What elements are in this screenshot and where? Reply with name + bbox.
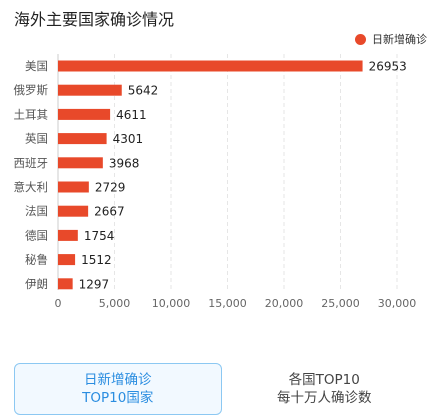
data-label: 2729: [95, 181, 126, 195]
data-label: 1297: [79, 277, 110, 291]
tab-per-100k-line2: 每十万人确诊数: [277, 390, 372, 406]
x-tick-label: 20,000: [265, 297, 304, 310]
tab-daily-new-top10[interactable]: 日新增确诊 TOP10国家: [14, 363, 222, 415]
chart-tabs: 日新增确诊 TOP10国家 各国TOP10 每十万人确诊数: [14, 363, 427, 415]
tab-per-100k-line1: 各国TOP10: [288, 372, 360, 388]
tab-per-100k-top10[interactable]: 各国TOP10 每十万人确诊数: [222, 363, 428, 415]
category-label: 英国: [25, 132, 48, 146]
tab-daily-new-line1: 日新增确诊: [84, 372, 152, 388]
x-tick-label: 25,000: [321, 297, 360, 310]
tab-daily-new-line2: TOP10国家: [82, 390, 154, 406]
legend-swatch: [355, 33, 366, 45]
data-label: 1512: [81, 253, 112, 267]
bar: [58, 108, 111, 120]
category-label: 法国: [25, 204, 48, 218]
chart-legend[interactable]: 日新增确诊: [355, 31, 427, 47]
data-label: 26953: [369, 60, 407, 74]
x-tick-label: 15,000: [208, 297, 247, 310]
x-tick-label: 0: [55, 297, 62, 310]
bar-chart: 0 5,000 10,000 15,000 20,000 25,000 30,000 美国 26…: [14, 54, 417, 310]
bar: [58, 157, 103, 169]
bar: [58, 60, 363, 72]
bar: [58, 229, 78, 241]
data-label: 4611: [116, 108, 147, 122]
category-label: 伊朗: [25, 277, 48, 291]
bar: [58, 278, 73, 290]
category-label: 土耳其: [14, 107, 49, 121]
bar: [58, 181, 89, 193]
data-label: 1754: [84, 229, 115, 243]
legend-label: 日新增确诊: [372, 33, 427, 46]
x-tick-label: 10,000: [152, 297, 191, 310]
bar: [58, 84, 122, 96]
category-label: 德国: [25, 228, 48, 242]
chart-title: 海外主要国家确诊情况: [14, 10, 175, 29]
data-label: 5642: [128, 84, 159, 98]
category-label: 意大利: [14, 180, 49, 194]
bar: [58, 133, 107, 145]
data-label: 2667: [94, 205, 125, 219]
category-label: 美国: [25, 59, 48, 73]
x-tick-label: 5,000: [99, 297, 131, 310]
bar: [58, 205, 89, 217]
bar: [58, 254, 76, 266]
data-label: 4301: [113, 132, 144, 146]
category-label: 秘鲁: [25, 253, 48, 267]
x-tick-label: 30,000: [378, 297, 417, 310]
data-label: 3968: [109, 156, 140, 170]
category-label: 俄罗斯: [14, 83, 49, 97]
category-label: 西班牙: [14, 156, 49, 170]
